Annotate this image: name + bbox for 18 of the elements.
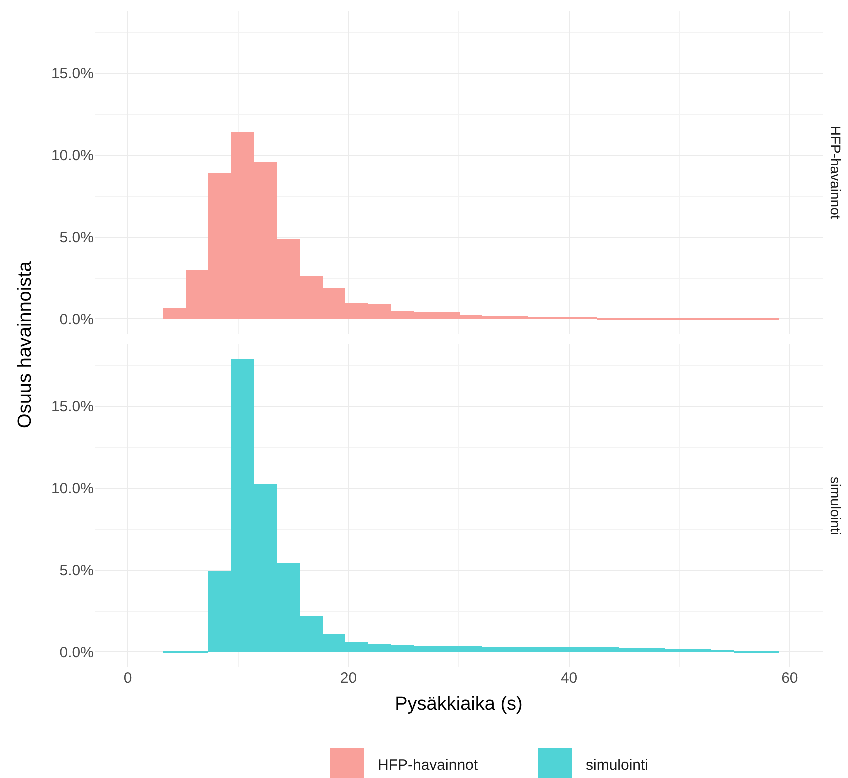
- text: simulointi: [828, 476, 844, 536]
- y-tick-label: 5.0%: [60, 230, 94, 247]
- y-tick-label: 15.0%: [51, 398, 94, 416]
- legend-label: simulointi: [586, 756, 649, 774]
- x-axis-title: Pysäkkiaika (s): [395, 694, 523, 715]
- y-tick-label: 10.0%: [51, 148, 94, 165]
- x-tick-label: 60: [782, 670, 798, 687]
- legend-label: HFP-havainnot: [378, 756, 478, 774]
- y-tick-label: 0.0%: [60, 644, 94, 662]
- y-tick-label: 10.0%: [51, 480, 94, 498]
- x-tick-label: 20: [340, 670, 358, 687]
- y-tick-label: 5.0%: [60, 562, 94, 580]
- y-axis-title: Osuus havainnoista: [15, 262, 37, 428]
- text: HFP-havainnot: [828, 126, 844, 220]
- y-tick-label: 0.0%: [60, 311, 94, 328]
- y-tick-label: 15.0%: [51, 66, 94, 83]
- x-tick-label: 40: [560, 670, 578, 687]
- x-tick-label: 0: [124, 670, 132, 687]
